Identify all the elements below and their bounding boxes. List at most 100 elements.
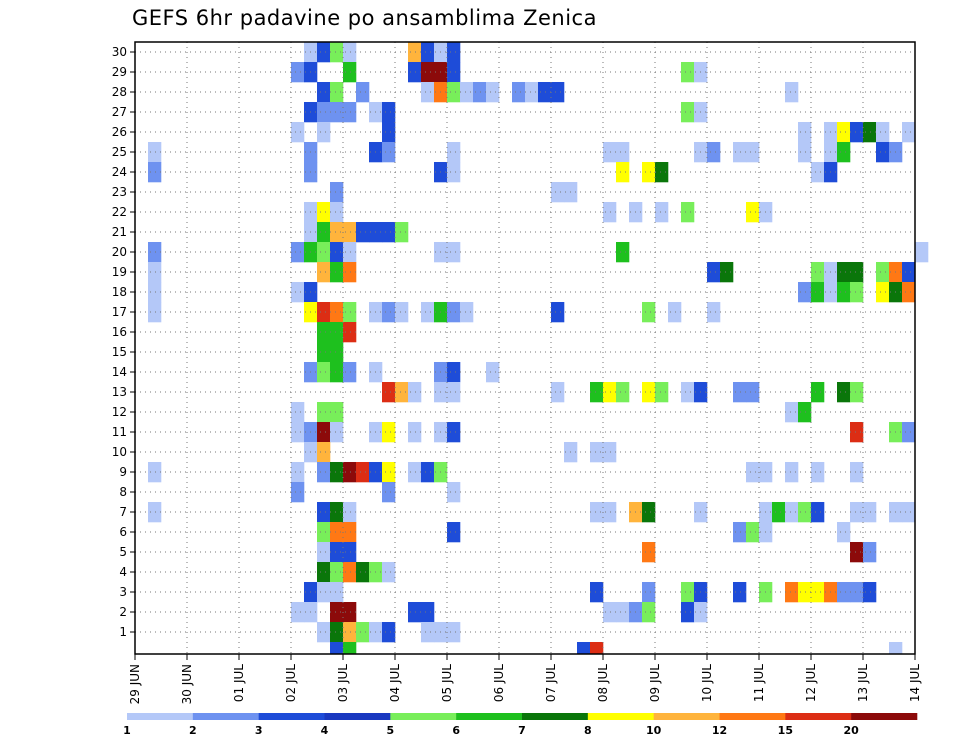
heatmap-cell — [551, 382, 565, 403]
heatmap-cell — [655, 162, 669, 183]
heatmap-cell — [382, 422, 396, 443]
x-tick-label: 10 JUL — [700, 664, 714, 702]
heatmap-cell — [538, 82, 552, 103]
heatmap-cell — [330, 542, 344, 563]
colorbar-label: 1 — [123, 724, 131, 737]
heatmap-cell — [850, 382, 864, 403]
x-tick-label: 01 JUL — [232, 664, 246, 702]
heatmap-cell — [590, 502, 604, 523]
colorbar-label: 10 — [646, 724, 662, 737]
heatmap-cell — [447, 82, 461, 103]
heatmap-cell — [902, 282, 916, 303]
heatmap-cell — [330, 242, 344, 263]
heatmap-cell — [330, 622, 344, 643]
heatmap-cell — [863, 542, 877, 563]
colorbar-swatch — [522, 713, 589, 720]
colorbar: 1 2 3 4 5 6 7 8 10 12 15 20 — [123, 713, 918, 737]
heatmap-cell — [317, 102, 331, 123]
heatmap-cell — [330, 82, 344, 103]
heatmap-cell — [707, 302, 721, 323]
heatmap-cell — [447, 242, 461, 263]
heatmap-cell — [798, 582, 812, 603]
heatmap-cell — [837, 142, 851, 163]
heatmap-cell — [876, 262, 890, 283]
y-tick-label: 11 — [112, 425, 127, 439]
heatmap-cell — [343, 322, 357, 343]
heatmap-cell — [785, 462, 799, 483]
heatmap-cell — [811, 582, 825, 603]
heatmap-cell — [603, 442, 617, 463]
heatmap-cell — [330, 462, 344, 483]
y-tick-label: 1 — [119, 625, 127, 639]
y-tick-label: 14 — [112, 365, 127, 379]
heatmap-cell — [850, 422, 864, 443]
heatmap-cell — [382, 622, 396, 643]
heatmap-cell — [330, 182, 344, 203]
heatmap-cell — [330, 202, 344, 223]
heatmap-cell — [447, 142, 461, 163]
heatmap-cell — [356, 82, 370, 103]
heatmap-cell — [382, 102, 396, 123]
heatmap-cell — [330, 322, 344, 343]
heatmap-cell — [642, 602, 656, 623]
y-tick-label: 30 — [112, 45, 127, 59]
colorbar-label: 7 — [518, 724, 526, 737]
y-tick-label: 19 — [112, 265, 127, 279]
heatmap-cell — [343, 542, 357, 563]
y-tick-label: 3 — [119, 585, 127, 599]
heatmap-cell — [356, 622, 370, 643]
heatmap-cell — [798, 142, 812, 163]
heatmap-cell — [291, 462, 305, 483]
x-tick-label: 05 JUL — [440, 664, 454, 702]
heatmap-cell — [148, 142, 162, 163]
heatmap-cell — [655, 202, 669, 223]
heatmap-cell — [330, 362, 344, 383]
heatmap-cell — [642, 382, 656, 403]
y-tick-label: 9 — [119, 465, 127, 479]
heatmap-cell — [850, 502, 864, 523]
y-tick-label: 20 — [112, 245, 127, 259]
heatmap-cell — [356, 222, 370, 243]
heatmap-cell — [616, 162, 630, 183]
heatmap-cell — [447, 522, 461, 543]
heatmap-cell — [811, 462, 825, 483]
heatmap-cell — [785, 82, 799, 103]
y-tick-label: 2 — [119, 605, 127, 619]
heatmap-cell — [837, 522, 851, 543]
heatmap-cell — [785, 582, 799, 603]
heatmap-cell — [317, 242, 331, 263]
heatmap-cell — [317, 582, 331, 603]
heatmap-cell — [850, 122, 864, 143]
colorbar-swatch — [719, 713, 786, 720]
heatmap-cell — [902, 422, 916, 443]
heatmap-cell — [330, 602, 344, 623]
heatmap-cell — [642, 502, 656, 523]
colorbar-label: 3 — [255, 724, 263, 737]
heatmap-cell — [850, 582, 864, 603]
heatmap-cell — [148, 162, 162, 183]
heatmap-cell — [395, 302, 409, 323]
heatmap-cell — [733, 142, 747, 163]
y-tick-label: 24 — [112, 165, 127, 179]
x-tick-label: 14 JUL — [908, 664, 922, 702]
heatmap-cell — [343, 502, 357, 523]
heatmap-cell — [291, 402, 305, 423]
heatmap-cell — [408, 422, 422, 443]
colorbar-label: 6 — [452, 724, 460, 737]
heatmap-cell — [317, 122, 331, 143]
heatmap-cell — [421, 42, 435, 63]
x-tick-label: 02 JUL — [284, 664, 298, 702]
heatmap-cell — [798, 122, 812, 143]
colorbar-swatch — [192, 713, 259, 720]
heatmap-cell — [590, 382, 604, 403]
colorbar-swatch — [390, 713, 457, 720]
heatmap-cell — [746, 462, 760, 483]
heatmap-cell — [395, 382, 409, 403]
heatmap-cell — [330, 562, 344, 583]
heatmap-cell — [317, 322, 331, 343]
heatmap-cell — [616, 242, 630, 263]
heatmap-cell — [681, 202, 695, 223]
colorbar-swatch — [258, 713, 325, 720]
heatmap-cell — [421, 62, 435, 83]
